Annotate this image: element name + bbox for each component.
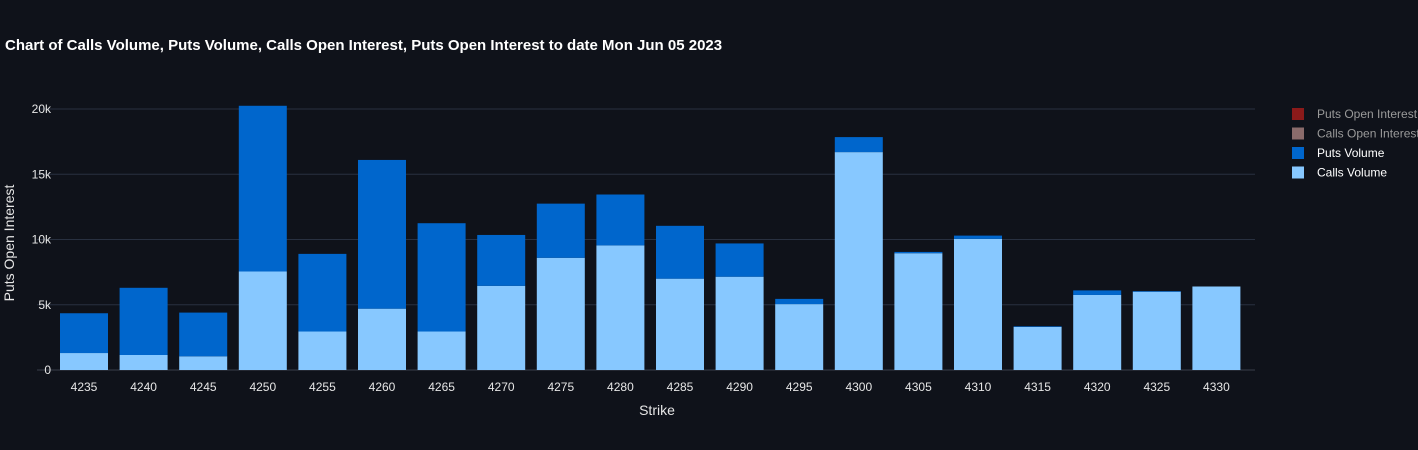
bar-calls-volume[interactable]: [119, 354, 168, 370]
bar-puts-volume[interactable]: [477, 234, 526, 286]
bar-calls-volume[interactable]: [179, 356, 228, 370]
bar-puts-volume[interactable]: [238, 105, 287, 272]
bar-calls-volume[interactable]: [1013, 326, 1062, 370]
x-tick-label: 4255: [309, 380, 336, 394]
y-tick-label: 10k: [32, 233, 52, 247]
bar-calls-volume[interactable]: [417, 331, 466, 370]
bar-puts-volume[interactable]: [298, 253, 347, 332]
bar-puts-volume[interactable]: [119, 287, 168, 355]
x-axis-ticks: 4235 4240 4245 4250 4255 4260 4265 4270 4275 4280…: [71, 380, 1230, 394]
y-tick-label: 5k: [38, 298, 52, 312]
x-tick-label: 4250: [249, 380, 276, 394]
bar-puts-volume[interactable]: [834, 137, 883, 153]
bar-calls-volume[interactable]: [477, 285, 526, 370]
bar-calls-volume[interactable]: [536, 257, 585, 370]
x-tick-label: 4235: [71, 380, 98, 394]
y-tick-label: 0: [44, 363, 51, 377]
bar-calls-volume[interactable]: [298, 331, 347, 370]
x-tick-label: 4280: [607, 380, 634, 394]
bar-calls-volume[interactable]: [358, 308, 406, 370]
y-axis-ticks: 0 5k 10k 15k 20k: [32, 102, 52, 377]
legend-label: Puts Open Interest: [1317, 107, 1418, 121]
bar-puts-volume[interactable]: [1132, 291, 1181, 292]
y-tick-label: 20k: [32, 102, 52, 116]
bar-puts-volume[interactable]: [60, 313, 108, 354]
x-tick-label: 4295: [786, 380, 813, 394]
x-tick-label: 4305: [905, 380, 932, 394]
bar-puts-volume[interactable]: [1013, 326, 1062, 327]
bar-calls-volume[interactable]: [1192, 286, 1241, 370]
legend-item[interactable]: Calls Open Interest: [1292, 127, 1418, 141]
bar-calls-volume[interactable]: [834, 152, 883, 370]
x-tick-label: 4260: [369, 380, 396, 394]
legend-label: Puts Volume: [1317, 146, 1385, 160]
x-tick-label: 4285: [667, 380, 694, 394]
x-tick-label: 4310: [965, 380, 992, 394]
x-tick-label: 4330: [1203, 380, 1230, 394]
x-tick-label: 4315: [1024, 380, 1051, 394]
bar-puts-volume[interactable]: [417, 223, 466, 332]
legend-swatch: [1292, 166, 1304, 179]
y-tick-label: 15k: [32, 167, 52, 181]
x-tick-label: 4325: [1143, 380, 1170, 394]
x-tick-label: 4265: [428, 380, 455, 394]
x-tick-label: 4270: [488, 380, 515, 394]
y-axis-label: Puts Open Interest: [1, 185, 17, 302]
bar-calls-volume[interactable]: [238, 271, 287, 370]
x-tick-label: 4245: [190, 380, 217, 394]
x-tick-label: 4290: [726, 380, 753, 394]
bar-calls-volume[interactable]: [1073, 294, 1122, 370]
x-tick-label: 4300: [845, 380, 872, 394]
legend-swatch: [1292, 127, 1304, 140]
bar-puts-volume[interactable]: [656, 225, 704, 279]
legend-swatch: [1292, 108, 1304, 120]
bar-puts-volume[interactable]: [596, 194, 645, 246]
legend-item[interactable]: Puts Open Interest: [1292, 107, 1418, 121]
bar-calls-volume[interactable]: [1132, 291, 1181, 370]
bars: [60, 105, 1241, 370]
bar-puts-volume[interactable]: [954, 235, 1002, 239]
bar-calls-volume[interactable]: [954, 238, 1002, 370]
bar-puts-volume[interactable]: [536, 203, 585, 258]
bar-puts-volume[interactable]: [1073, 290, 1122, 295]
bar-calls-volume[interactable]: [715, 276, 764, 370]
legend-item[interactable]: Calls Volume: [1292, 166, 1387, 180]
legend-swatch: [1292, 147, 1304, 159]
bar-puts-volume[interactable]: [894, 251, 943, 254]
legend-item[interactable]: Puts Volume: [1292, 146, 1385, 160]
legend-label: Calls Volume: [1317, 166, 1387, 180]
bar-calls-volume[interactable]: [775, 304, 824, 370]
chart-title: Chart of Calls Volume, Puts Volume, Call…: [5, 37, 722, 54]
bar-calls-volume[interactable]: [656, 278, 704, 370]
x-axis-label: Strike: [639, 402, 675, 418]
x-tick-label: 4320: [1084, 380, 1111, 394]
legend: Puts Open Interest Calls Open Interest Put…: [1292, 107, 1418, 180]
bar-calls-volume[interactable]: [60, 353, 108, 370]
bar-calls-volume[interactable]: [596, 245, 645, 370]
bar-puts-volume[interactable]: [179, 312, 228, 357]
x-tick-label: 4275: [547, 380, 574, 394]
legend-label: Calls Open Interest: [1317, 127, 1418, 141]
x-tick-label: 4240: [130, 380, 157, 394]
bar-puts-volume[interactable]: [358, 159, 406, 309]
bar-calls-volume[interactable]: [894, 253, 943, 370]
bar-puts-volume[interactable]: [715, 243, 764, 277]
bar-puts-volume[interactable]: [775, 298, 824, 305]
